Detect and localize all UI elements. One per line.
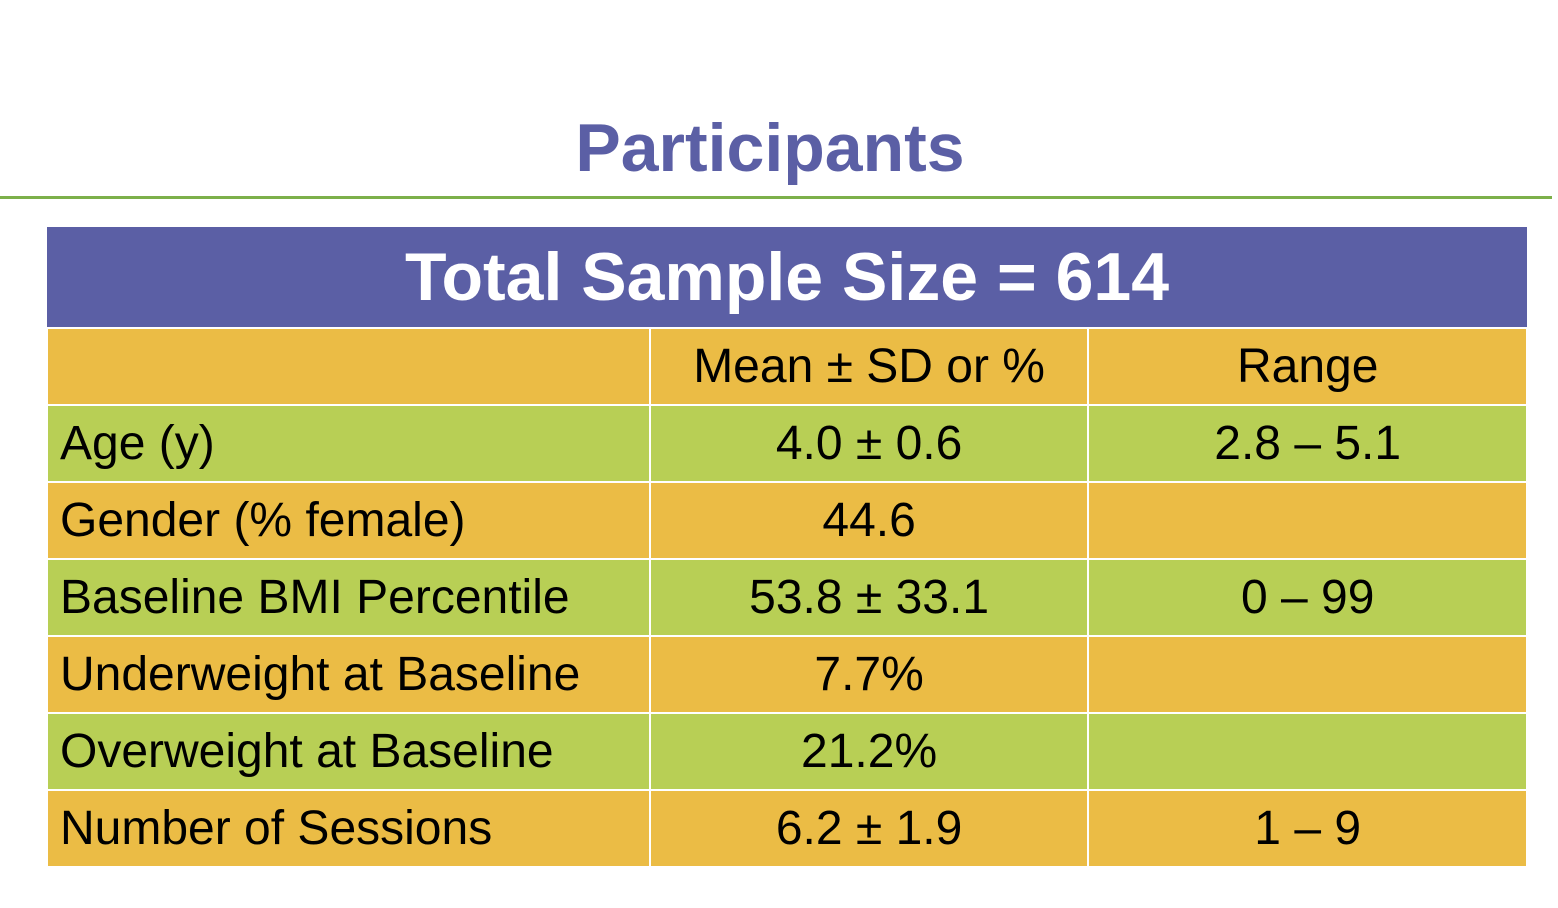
row-range [1087, 481, 1528, 560]
table-row: Overweight at Baseline 21.2% [46, 712, 1528, 791]
row-mean: 6.2 ± 1.9 [648, 789, 1090, 868]
row-mean: 7.7% [648, 635, 1090, 714]
row-mean: 44.6 [648, 481, 1090, 560]
participants-table: Total Sample Size = 614 Mean ± SD or % R… [46, 227, 1528, 868]
table-row: Baseline BMI Percentile 53.8 ± 33.1 0 – … [46, 558, 1528, 637]
table-row: Gender (% female) 44.6 [46, 481, 1528, 560]
row-label: Number of Sessions [46, 789, 651, 868]
sample-size-banner: Total Sample Size = 614 [47, 227, 1527, 329]
row-range: 2.8 – 5.1 [1087, 404, 1528, 483]
table-row: Age (y) 4.0 ± 0.6 2.8 – 5.1 [46, 404, 1528, 483]
row-range: 1 – 9 [1087, 789, 1528, 868]
header-label [46, 327, 651, 406]
row-mean: 4.0 ± 0.6 [648, 404, 1090, 483]
row-range: 0 – 99 [1087, 558, 1528, 637]
row-label: Gender (% female) [46, 481, 651, 560]
table-row: Underweight at Baseline 7.7% [46, 635, 1528, 714]
row-range [1087, 635, 1528, 714]
row-label: Baseline BMI Percentile [46, 558, 651, 637]
banner-row: Total Sample Size = 614 [47, 227, 1527, 329]
header-mean: Mean ± SD or % [648, 327, 1090, 406]
header-range: Range [1087, 327, 1528, 406]
row-range [1087, 712, 1528, 791]
row-label: Age (y) [46, 404, 651, 483]
table-row: Number of Sessions 6.2 ± 1.9 1 – 9 [46, 789, 1528, 868]
header-row: Mean ± SD or % Range [46, 327, 1528, 406]
row-label: Overweight at Baseline [46, 712, 651, 791]
row-mean: 21.2% [648, 712, 1090, 791]
page-title: Participants [575, 110, 965, 186]
row-label: Underweight at Baseline [46, 635, 651, 714]
title-divider [0, 196, 1552, 199]
row-mean: 53.8 ± 33.1 [648, 558, 1090, 637]
